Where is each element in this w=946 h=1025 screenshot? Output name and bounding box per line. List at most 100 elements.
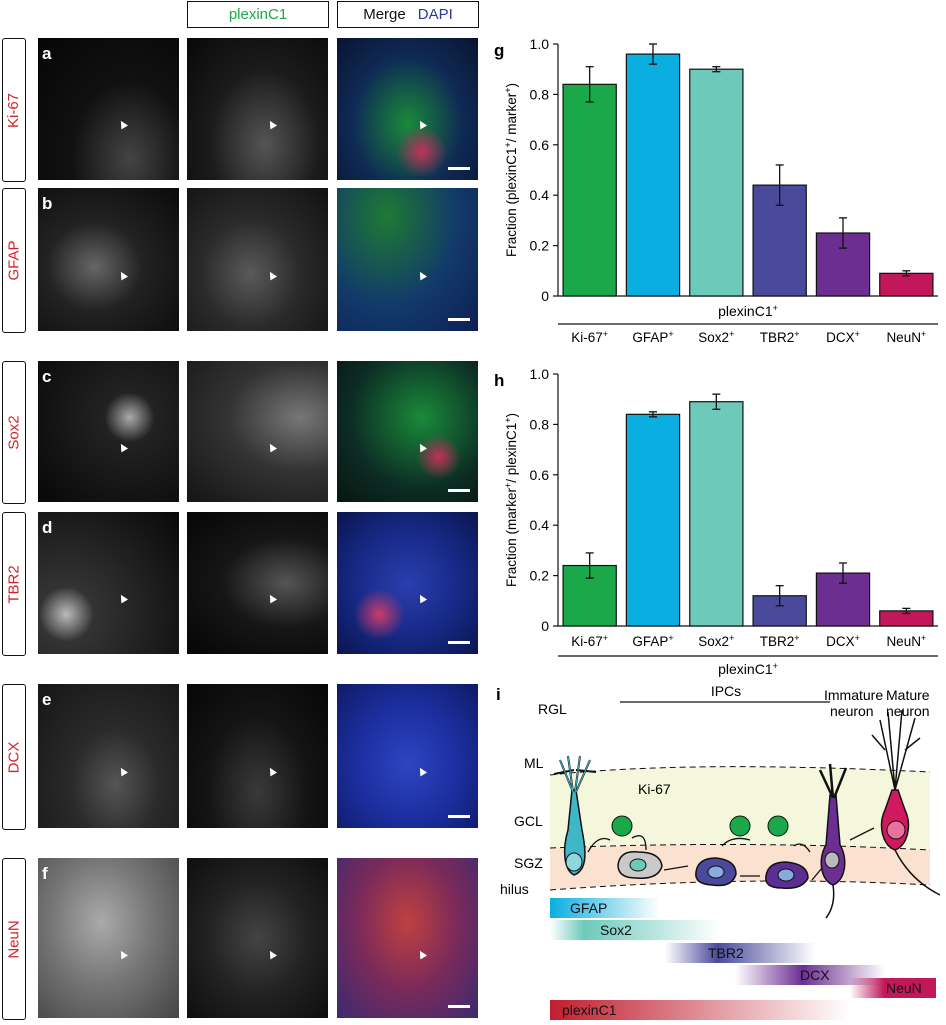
sgz-layer [550,844,930,890]
ipc-cell-3 [765,861,809,890]
micrograph-tbr2-marker: ▲ [38,512,179,654]
y-tick-label: 0.2 [530,238,550,254]
y-tick-label: 0.4 [530,517,550,533]
panel-letter-b: b [42,194,53,213]
lineage-arrows [587,827,875,881]
y-tick-label: 0.2 [530,568,550,584]
bar-gfap [625,53,681,297]
bar-neun [879,272,934,297]
plexinc1-header-label: plexinC1 [228,6,288,23]
micrograph-ki67-plexinc1: ▲ [187,38,328,180]
scale-bar [448,1005,470,1008]
row-label-tbr2-text: TBR2 [5,564,23,604]
panel-letter-g: g [494,41,504,60]
bar-gfap [625,413,681,627]
arrowhead-icon: ▲ [262,760,281,781]
stage-mature-line2: neuron [886,703,930,719]
scale-bar [448,641,470,644]
micrograph-ki67-merge: ▲ [337,38,478,180]
bar-sox2 [689,68,744,297]
y-tick-label: 0.4 [530,187,550,203]
mature-neuron-cell [871,709,941,896]
bar-ki67 [562,83,617,297]
panel-letter-h: h [494,371,504,390]
micrograph-gfap-merge: ▲ [337,188,478,331]
row-label-dcx: DCX [2,684,26,830]
chart-g-plexinc1-over-marker: g 0 0.2 0.4 0.6 0.8 1.0 Fraction (plexinC1+/ ma… [494,36,938,345]
category-label: DCX+ [826,633,860,649]
row-label-neun: NeuN [2,858,26,1020]
category-label: TBR2+ [760,329,800,345]
stage-mature-line1: Mature [886,687,930,703]
category-label: NeuN+ [886,633,926,649]
panel-letter-e: e [42,690,52,709]
row-label-tbr2: TBR2 [2,512,26,656]
panel-letter-d: d [42,518,53,537]
micrograph-dcx-plexinc1: ▲ [187,684,328,828]
rgl-cell [553,755,597,876]
y-axis-label: Fraction (plexinC1+/ marker+) [503,83,519,257]
layer-sgz: SGZ [514,855,543,871]
micrograph-tbr2-merge: ▲ [337,512,478,654]
y-tick-label: 1.0 [530,366,550,382]
arrowhead-icon: ▲ [412,943,431,964]
micrograph-gfap-plexinc1: ▲ [187,188,328,331]
micrograph-gfap-marker: ▲ [38,188,179,331]
bar-dcx-label: DCX [800,967,830,983]
merge-column-header: Merge DAPI [337,1,479,28]
y-tick-label: 0.8 [530,416,550,432]
category-label: Sox2+ [698,329,734,345]
ki67-label: Ki-67 [638,781,671,797]
layer-ml: ML [524,755,544,771]
y-tick-label: 0.8 [530,86,550,102]
chart-h-marker-over-plexinc1: h 0 0.2 0.4 0.6 0.8 1.0 Fraction (marker+/ plex… [494,366,938,677]
arrowhead-icon: ▲ [412,436,431,457]
micrograph-ki67-marker: ▲ [38,38,179,180]
bar-tbr2 [665,943,815,963]
arrowhead-icon: ▲ [412,264,431,285]
ipc-cell-2 [695,857,737,887]
ml-gcl-boundary [549,766,931,776]
y-tick-label: 0.6 [530,467,550,483]
y-tick-label: 0.6 [530,137,550,153]
arrowhead-icon: ▲ [113,760,132,781]
arrowhead-icon: ▲ [412,113,431,134]
category-label: GFAP+ [632,329,673,345]
panel-letter-i: i [496,685,501,704]
scale-bar [448,489,470,492]
stage-rgl: RGL [538,701,567,717]
arrowhead-icon: ▲ [262,587,281,608]
scale-bar [448,318,470,321]
stage-immature-line1: Immature [824,687,883,703]
bar-neun-label: NeuN [886,980,922,996]
gcl-sgz-boundary [549,843,931,851]
panel-letter-a: a [42,44,52,63]
panel-letter-f: f [42,864,48,883]
immature-neuron-cell [818,763,848,919]
layer-gcl: GCL [514,813,543,829]
row-label-gfap-text: GFAP [5,240,23,281]
arrowhead-icon: ▲ [262,943,281,964]
row-label-sox2: Sox2 [2,361,26,504]
row-label-dcx-text: DCX [5,741,23,773]
scale-bar [448,167,470,170]
arrowhead-icon: ▲ [262,264,281,285]
group-label: plexinC1+ [718,303,778,319]
y-tick-label: 0 [541,288,549,304]
category-label: DCX+ [826,329,860,345]
plexinc1-column-header: plexinC1 [187,1,329,28]
arrowhead-icon: ▲ [113,943,132,964]
micrograph-neun-marker: ▲ [38,858,179,1018]
arrowhead-icon: ▲ [113,436,132,457]
ki67-marker-circle [611,815,633,837]
micrograph-sox2-plexinc1: ▲ [187,361,328,502]
micrograph-neun-merge: ▲ [337,858,478,1018]
bar-tbr2-label: TBR2 [708,945,744,961]
ipc-cell-1 [617,851,663,879]
category-label: Ki-67+ [571,633,608,649]
arrowhead-icon: ▲ [113,587,132,608]
layer-hilus: hilus [500,881,529,897]
arrowhead-icon: ▲ [412,760,431,781]
y-tick-label: 1.0 [530,36,550,52]
arrowhead-icon: ▲ [262,113,281,134]
